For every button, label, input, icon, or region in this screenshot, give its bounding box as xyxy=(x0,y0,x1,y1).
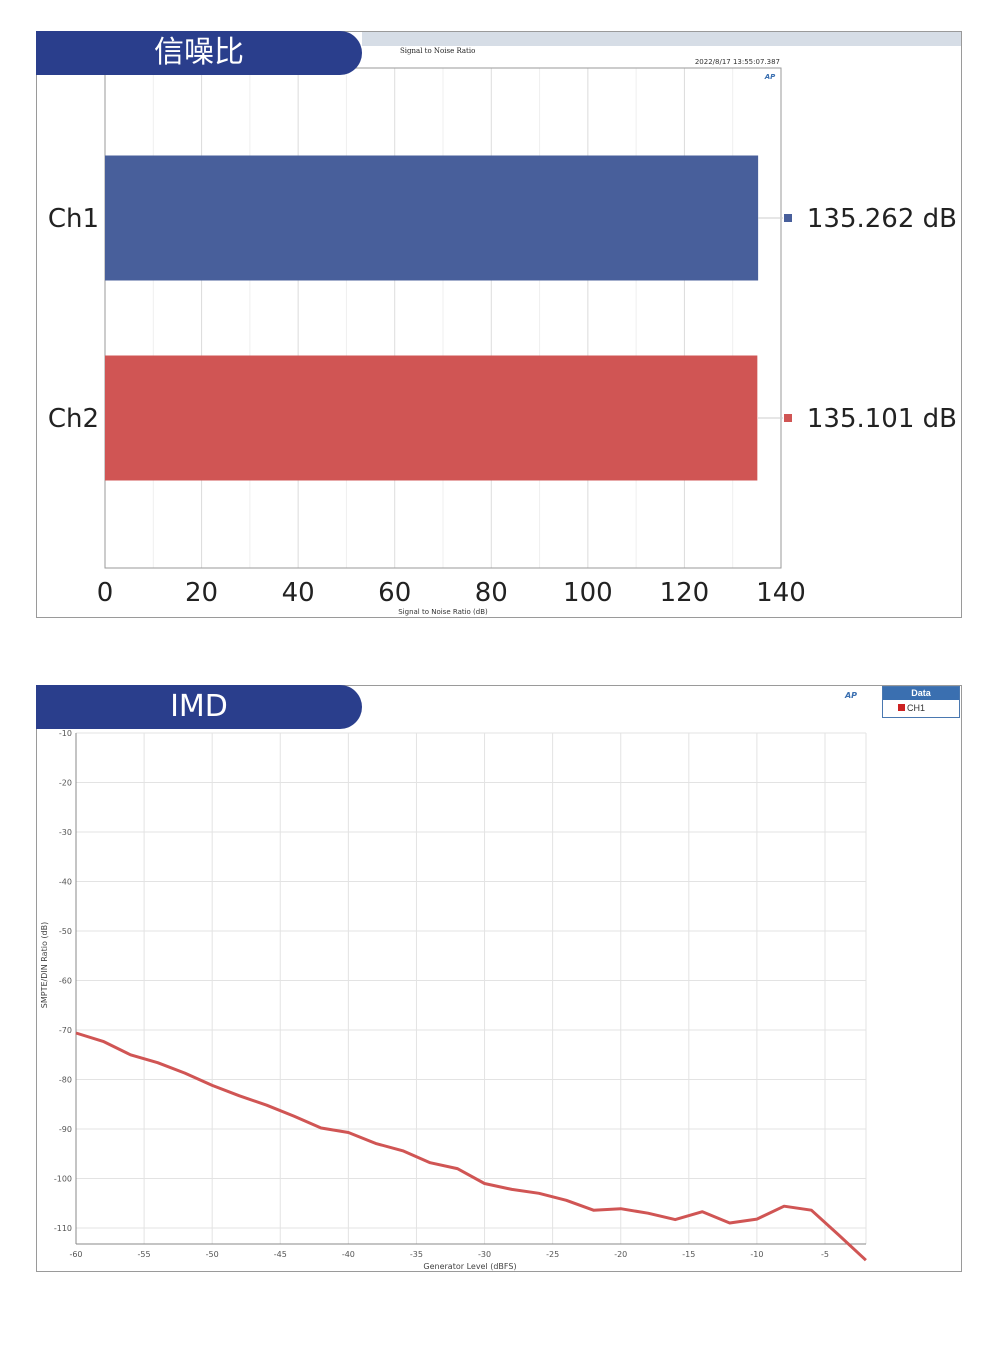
imd-x-tick-label: -55 xyxy=(138,1250,151,1259)
imd-y-tick-label: -110 xyxy=(54,1224,72,1233)
imd-x-tick-label: -60 xyxy=(69,1250,82,1259)
snr-marker-icon xyxy=(784,214,792,222)
snr-value-label: 135.101 dB xyxy=(807,404,957,434)
snr-category-label: Ch1 xyxy=(48,204,99,234)
snr-header-title: Signal to Noise Ratio xyxy=(400,47,475,55)
snr-timestamp: 2022/8/17 13:55:07.387 xyxy=(695,58,780,66)
imd-x-tick-label: -45 xyxy=(274,1250,287,1259)
snr-x-tick-label: 140 xyxy=(756,578,806,608)
snr-x-tick-label: 80 xyxy=(475,578,508,608)
imd-y-tick-label: -90 xyxy=(59,1125,72,1134)
imd-y-tick-label: -80 xyxy=(59,1076,72,1085)
imd-series-line-ch1 xyxy=(75,1031,867,1262)
snr-x-tick-label: 60 xyxy=(378,578,411,608)
imd-x-axis-label: Generator Level (dBFS) xyxy=(423,1262,516,1271)
snr-panel xyxy=(36,31,962,618)
snr-x-tick-label: 100 xyxy=(563,578,613,608)
snr-title: 信噪比 xyxy=(154,35,244,70)
snr-x-tick-label: 120 xyxy=(660,578,710,608)
legend-item-label: CH1 xyxy=(907,703,926,713)
snr-x-tick-label: 40 xyxy=(282,578,315,608)
legend-item-ch1[interactable]: CH1 xyxy=(883,700,959,716)
imd-legend: Data CH1 xyxy=(882,686,960,718)
imd-y-tick-label: -60 xyxy=(59,977,72,986)
imd-y-tick-label: -20 xyxy=(59,779,72,788)
imd-y-tick-label: -40 xyxy=(59,878,72,887)
ap-logo-icon: AP xyxy=(844,691,857,700)
legend-swatch xyxy=(898,704,905,711)
imd-y-tick-label: -100 xyxy=(54,1175,72,1184)
imd-x-tick-label: -25 xyxy=(546,1250,559,1259)
imd-x-tick-label: -20 xyxy=(614,1250,627,1259)
imd-x-tick-label: -10 xyxy=(750,1250,763,1259)
imd-x-tick-label: -50 xyxy=(206,1250,219,1259)
imd-y-tick-label: -10 xyxy=(59,729,72,738)
imd-x-tick-label: -35 xyxy=(410,1250,423,1259)
imd-chart: AP -10 -20 -30 -40 -50 -60 -70 -80 -90 -100 -110 -… xyxy=(40,691,867,1271)
imd-y-tick-label: -30 xyxy=(59,828,72,837)
snr-title-badge: 信噪比 xyxy=(36,31,362,75)
imd-x-tick-label: -5 xyxy=(821,1250,829,1259)
snr-chart: Signal to Noise Ratio 2022/8/17 13:55:07… xyxy=(48,32,961,616)
imd-title-badge: IMD xyxy=(36,685,362,729)
legend-title: Data xyxy=(883,687,959,700)
imd-x-tick-label: -15 xyxy=(682,1250,695,1259)
imd-y-axis-label: SMPTE/DIN Ratio (dB) xyxy=(40,922,49,1008)
snr-x-axis-label: Signal to Noise Ratio (dB) xyxy=(398,608,488,616)
snr-x-tick-label: 0 xyxy=(97,578,114,608)
snr-category-label: Ch2 xyxy=(48,404,99,434)
imd-title: IMD xyxy=(170,689,228,724)
ap-logo-icon: AP xyxy=(764,73,776,81)
snr-bar xyxy=(105,355,758,481)
snr-marker-icon xyxy=(784,414,792,422)
snr-x-tick-label: 20 xyxy=(185,578,218,608)
snr-value-label: 135.262 dB xyxy=(807,204,957,234)
snr-bar xyxy=(105,155,759,281)
snr-plot-frame xyxy=(104,67,782,569)
imd-x-tick-label: -40 xyxy=(342,1250,355,1259)
imd-x-tick-label: -30 xyxy=(478,1250,491,1259)
imd-y-tick-label: -70 xyxy=(59,1026,72,1035)
imd-y-tick-label: -50 xyxy=(59,927,72,936)
